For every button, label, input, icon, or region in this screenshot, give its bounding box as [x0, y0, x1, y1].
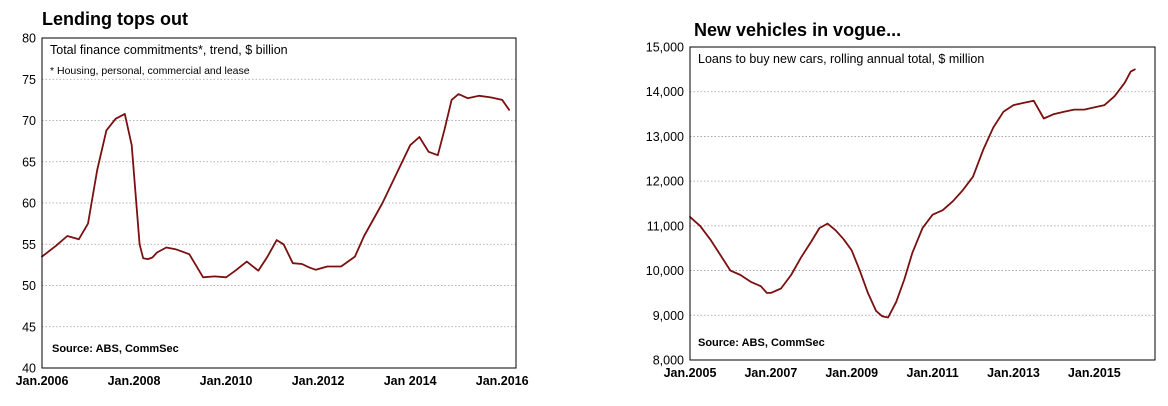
chart-svg: 8,000 9,000 10,000 11,000 12,000 13,000 14,000… — [646, 41, 1156, 380]
x-tick-label: Jan.2013 — [987, 366, 1040, 380]
y-tick-label: 50 — [22, 279, 36, 293]
chart-source: Source: ABS, CommSec — [52, 343, 179, 355]
plot-frame — [41, 37, 517, 369]
chart-panel-left: Lending tops out 40 45 50 55 60 65 70 75 80 Jan.2… — [0, 0, 560, 406]
chart-svg: 40 45 50 55 60 65 70 75 80 Jan.2006 Jan.2008 Jan.20… — [16, 32, 529, 389]
y-tick-label: 9,000 — [653, 309, 684, 323]
plot-frame — [689, 46, 1156, 361]
x-tick-label: Jan.2011 — [907, 366, 959, 380]
series-line — [689, 68, 1136, 319]
x-tick-label: Jan.2015 — [1068, 366, 1121, 380]
y-tick-label: 45 — [22, 320, 36, 334]
y-tick-label: 65 — [22, 155, 36, 169]
y-tick-label: 15,000 — [646, 41, 684, 55]
x-tick-label: Jan.2012 — [292, 374, 345, 388]
x-tick-label: Jan.2010 — [200, 374, 253, 388]
chart-subtitle: Loans to buy new cars, rolling annual to… — [698, 52, 984, 66]
chart-title: Lending tops out — [42, 9, 188, 29]
chart-title: New vehicles in vogue... — [694, 20, 902, 40]
y-tick-label: 70 — [22, 114, 36, 128]
y-tick-label: 80 — [22, 32, 36, 46]
y-tick-label: 10,000 — [646, 264, 684, 278]
y-tick-label: 60 — [22, 197, 36, 211]
y-tick-label: 12,000 — [646, 175, 684, 189]
y-tick-label: 75 — [22, 73, 36, 87]
chart-source: Source: ABS, CommSec — [698, 337, 825, 349]
y-tick-label: 11,000 — [647, 219, 684, 233]
chart-panel-right: New vehicles in vogue... 8,000 9,000 10,00… — [630, 0, 1168, 406]
x-tick-label: Jan 2014 — [384, 374, 437, 388]
y-tick-label: 40 — [22, 362, 36, 376]
x-tick-label: Jan.2007 — [744, 366, 797, 380]
chart-subtitle: Total finance commitments*, trend, $ bil… — [50, 43, 288, 57]
y-tick-label: 8,000 — [653, 354, 684, 368]
y-tick-label: 55 — [22, 238, 36, 252]
chart-footnote: * Housing, personal, commercial and leas… — [50, 65, 250, 77]
x-tick-label: Jan.2016 — [476, 374, 529, 388]
y-tick-label: 14,000 — [646, 85, 684, 99]
x-tick-label: Jan.2005 — [664, 366, 717, 380]
y-tick-label: 13,000 — [646, 130, 684, 144]
series-line — [41, 93, 511, 279]
x-tick-label: Jan.2008 — [108, 374, 161, 388]
x-tick-label: Jan.2009 — [825, 366, 878, 380]
x-tick-label: Jan.2006 — [16, 374, 69, 388]
